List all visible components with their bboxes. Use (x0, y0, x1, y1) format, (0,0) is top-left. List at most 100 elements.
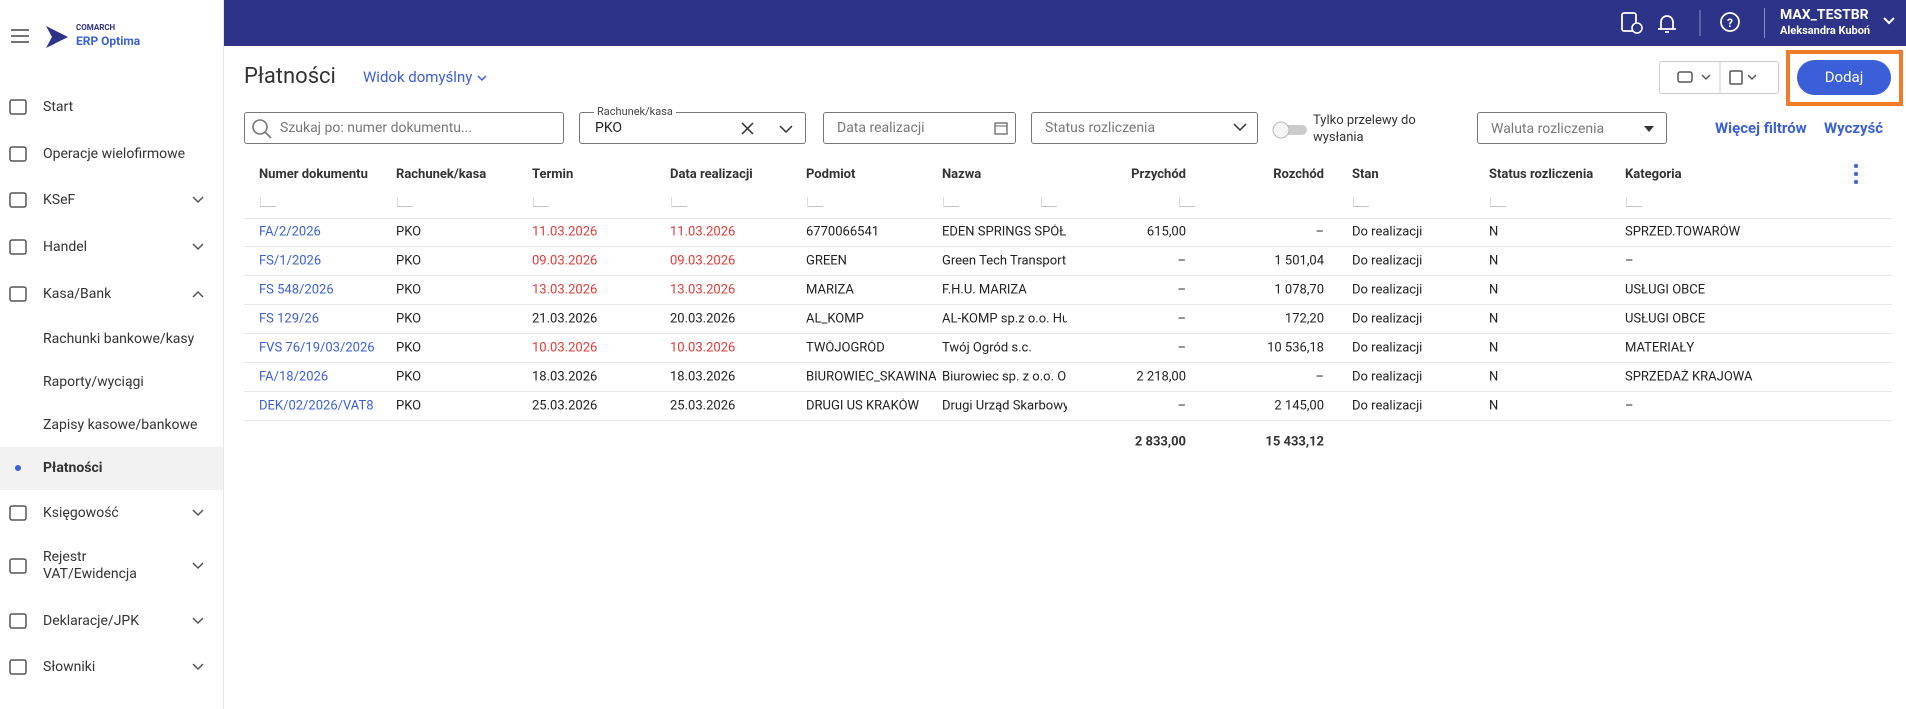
table-cell: 6770066541 (806, 225, 936, 240)
account-select[interactable]: Rachunek/kasaPKO (579, 112, 806, 144)
table-cell: N (1489, 283, 1619, 298)
nav-item[interactable]: KSeF (43, 192, 75, 208)
table-cell: 13.03.2026 (670, 283, 800, 298)
table-cell: SPRZEDAŻ KRAJOWA (1625, 370, 1765, 385)
search-input[interactable]: Szukaj po: numer dokumentu... (244, 112, 564, 144)
table-cell: F.H.U. MARIZA (942, 283, 1067, 298)
table-cell: – (1056, 283, 1186, 298)
column-menu[interactable] (1852, 163, 1860, 185)
table-cell: 1 078,70 (1194, 283, 1324, 298)
chevron (191, 508, 205, 518)
table-cell: MATERIAŁY (1625, 341, 1765, 356)
column-filter-icon[interactable] (1353, 197, 1369, 207)
column-filter-icon[interactable] (1041, 197, 1057, 207)
date-input[interactable]: Data realizacji (823, 112, 1016, 144)
nav-icon (8, 190, 28, 210)
chevron (191, 662, 205, 672)
column-header: Status rozliczenia (1489, 167, 1593, 182)
toggle[interactable] (1271, 119, 1311, 139)
table-cell: 11.03.2026 (670, 225, 800, 240)
table-cell: 18.03.2026 (532, 370, 662, 385)
row-border (244, 246, 1892, 247)
nav-icon (8, 503, 28, 523)
table-cell: PKO (396, 399, 526, 414)
column-filter-icon[interactable] (943, 197, 959, 207)
nav-subitem[interactable]: Rachunki bankowe/kasy (43, 331, 194, 347)
column-header: Nazwa (942, 167, 981, 182)
nav-icon (8, 556, 28, 576)
column-header: Data realizacji (670, 167, 753, 182)
nav-subitem[interactable]: Płatności (43, 460, 103, 476)
more-filters[interactable]: Więcej filtrów (1715, 119, 1807, 137)
document-link[interactable]: FS/1/2026 (259, 254, 389, 269)
view-select[interactable]: Widok domyślny (363, 68, 488, 86)
row-border (244, 391, 1892, 392)
document-link[interactable]: FS 548/2026 (259, 283, 389, 298)
column-filter-icon[interactable] (397, 197, 413, 207)
table-cell: – (1056, 254, 1186, 269)
table-cell: USŁUGI OBCE (1625, 283, 1765, 298)
nav-item[interactable]: Kasa/Bank (43, 286, 111, 302)
table-cell: PKO (396, 341, 526, 356)
document-link[interactable]: FS 129/26 (259, 312, 389, 327)
nav-item[interactable]: Deklaracje/JPK (43, 613, 139, 629)
account-value: PKO (595, 120, 622, 136)
column-filter-icon[interactable] (260, 197, 276, 207)
user[interactable]: MAX_TESTBR (1780, 7, 1869, 23)
active-bg (0, 447, 223, 490)
nav-icon (8, 284, 28, 304)
document-link[interactable]: FVS 76/19/03/2026 (259, 341, 389, 356)
nav-item[interactable]: Księgowość (43, 505, 119, 521)
table-cell: Do realizacji (1352, 370, 1482, 385)
caret (1643, 125, 1655, 133)
column-filter-icon[interactable] (1626, 197, 1642, 207)
table-cell: PKO (396, 370, 526, 385)
chevron (476, 74, 488, 82)
chevron (191, 561, 205, 571)
column-filter-icon[interactable] (1490, 197, 1506, 207)
table-cell: 25.03.2026 (670, 399, 800, 414)
nav-item[interactable]: Słowniki (43, 659, 95, 675)
status-select[interactable]: Status rozliczenia (1031, 112, 1258, 144)
document-link[interactable]: DEK/02/2026/VAT8 (259, 399, 389, 414)
column-header: Termin (532, 167, 573, 182)
column-filter-icon[interactable] (807, 197, 823, 207)
toggle-label: Tylko przelewy do wysłania (1313, 112, 1443, 146)
table-cell: – (1194, 225, 1324, 240)
table-cell: Drugi Urząd Skarbowy (942, 399, 1067, 414)
nav-item[interactable]: Start (43, 99, 73, 115)
document-link[interactable]: FA/2/2026 (259, 225, 389, 240)
column-filter-icon[interactable] (1179, 197, 1195, 207)
document-link[interactable]: FA/18/2026 (259, 370, 389, 385)
nav-subitem[interactable]: Raporty/wyciągi (43, 374, 144, 390)
table-cell: PKO (396, 225, 526, 240)
nav-subitem[interactable]: Zapisy kasowe/bankowe (43, 417, 197, 433)
divider (1764, 8, 1765, 38)
table-cell: – (1056, 341, 1186, 356)
page-title: Płatności (244, 64, 336, 89)
table-cell: Do realizacji (1352, 312, 1482, 327)
menu-icon[interactable] (10, 28, 30, 44)
table-cell: N (1489, 399, 1619, 414)
table-cell: Do realizacji (1352, 254, 1482, 269)
column-filter-icon[interactable] (533, 197, 549, 207)
chevron (191, 289, 205, 299)
nav-icon (8, 144, 28, 164)
add-button[interactable]: Dodaj (1797, 60, 1891, 95)
currency-select[interactable]: Waluta rozliczenia (1477, 112, 1667, 144)
clear-filters[interactable]: Wyczyść (1824, 119, 1883, 137)
export-buttons[interactable] (1659, 61, 1779, 94)
nav-item[interactable]: Rejestr VAT/Ewidencja (43, 549, 153, 583)
chevron (191, 195, 205, 205)
topbar-icons[interactable]: ? (1620, 10, 1740, 36)
user-chevron[interactable] (1882, 16, 1896, 26)
table-cell: BIUROWIEC_SKAWINA (806, 370, 936, 385)
table-cell: 13.03.2026 (532, 283, 662, 298)
nav-item[interactable]: Operacje wielofirmowe (43, 146, 185, 162)
search-placeholder: Szukaj po: numer dokumentu... (280, 120, 472, 136)
table-cell: EDEN SPRINGS SPÓŁI (942, 225, 1067, 240)
row-border (244, 420, 1892, 421)
nav-item[interactable]: Handel (43, 239, 87, 255)
column-filter-icon[interactable] (671, 197, 687, 207)
